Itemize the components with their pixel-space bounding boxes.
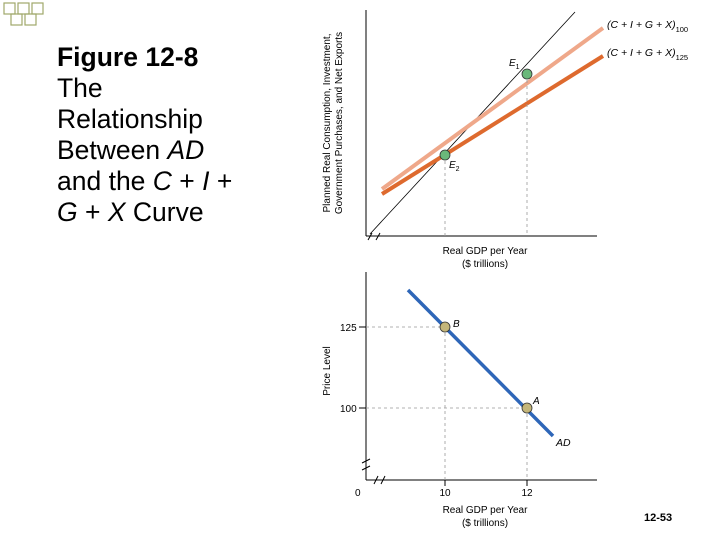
- ad-curve-label: AD: [555, 437, 571, 449]
- title-run: Curve: [125, 197, 204, 227]
- bottom-panel: B A AD 125 100 0 10 12 Price Level Real …: [322, 272, 597, 529]
- y-tick-label-100: 100: [340, 404, 357, 415]
- title-text: The Relationship Between AD and the C + I +…: [57, 73, 297, 228]
- bottom-x-label-line1: Real GDP per Year: [443, 505, 529, 516]
- title-run: I: [202, 166, 210, 196]
- slide-number: 12-53: [644, 512, 673, 524]
- curve-c-i-g-x-100: [380, 26, 605, 191]
- top-x-label-line2: ($ trillions): [462, 259, 508, 270]
- svg-text:Price Level: Price Level: [322, 346, 333, 395]
- title-run: AD: [167, 135, 205, 165]
- top-y-label: Planned Real Consumption, Investment, Go…: [322, 32, 345, 214]
- point-e2-label: E2: [449, 160, 460, 173]
- title-run: X: [107, 197, 126, 227]
- title-run: +: [77, 197, 108, 227]
- point-e1: [521, 68, 533, 80]
- title-run: C: [152, 166, 172, 196]
- top-panel: E1 E2 (C + I + G + X)100 (C + I + G + X)…: [322, 10, 688, 270]
- point-e2: [439, 149, 451, 161]
- point-a-label: A: [532, 396, 540, 407]
- slide-title: Figure 12-8 The Relationship Between AD and…: [57, 42, 297, 228]
- ad-curve: [406, 288, 555, 438]
- title-line: The: [57, 73, 297, 104]
- title-line: Between AD: [57, 135, 297, 166]
- title-run: G: [57, 197, 78, 227]
- title-line: G + X Curve: [57, 197, 297, 228]
- title-run: Between: [57, 135, 168, 165]
- bottom-y-label: Price Level: [322, 346, 333, 395]
- svg-text:Government Purchases, and Net: Government Purchases, and Net Exports: [334, 32, 345, 214]
- point-e1-label: E1: [509, 58, 520, 71]
- title-run: +: [171, 166, 203, 196]
- point-a: [521, 402, 533, 414]
- title-run: Relationship: [57, 104, 203, 134]
- bottom-x-label-line2: ($ trillions): [462, 518, 508, 529]
- curve-c-i-g-x-125: [380, 54, 605, 196]
- title-figure-number: Figure 12-8: [57, 42, 199, 72]
- top-axis-break: [367, 232, 381, 241]
- title-line: Relationship: [57, 104, 297, 135]
- point-b: [439, 321, 451, 333]
- bottom-x-axis-break: [373, 475, 386, 485]
- point-b-label: B: [453, 319, 460, 330]
- title-run: +: [209, 166, 233, 196]
- corner-bullet-squares: [3, 2, 44, 26]
- legend-curve-125: (C + I + G + X)125: [607, 47, 688, 62]
- svg-text:Planned Real Consumption, Inve: Planned Real Consumption, Investment,: [322, 34, 333, 213]
- title-line: and the C + I +: [57, 166, 297, 197]
- title-run: and the: [57, 166, 153, 196]
- top-x-label-line1: Real GDP per Year: [443, 246, 529, 257]
- title-run: The: [57, 73, 103, 103]
- x-tick-label-10: 10: [439, 488, 451, 499]
- origin-label: 0: [355, 488, 361, 499]
- x-tick-label-12: 12: [521, 488, 533, 499]
- y-tick-label-125: 125: [340, 323, 357, 334]
- legend-curve-100: (C + I + G + X)100: [607, 19, 688, 34]
